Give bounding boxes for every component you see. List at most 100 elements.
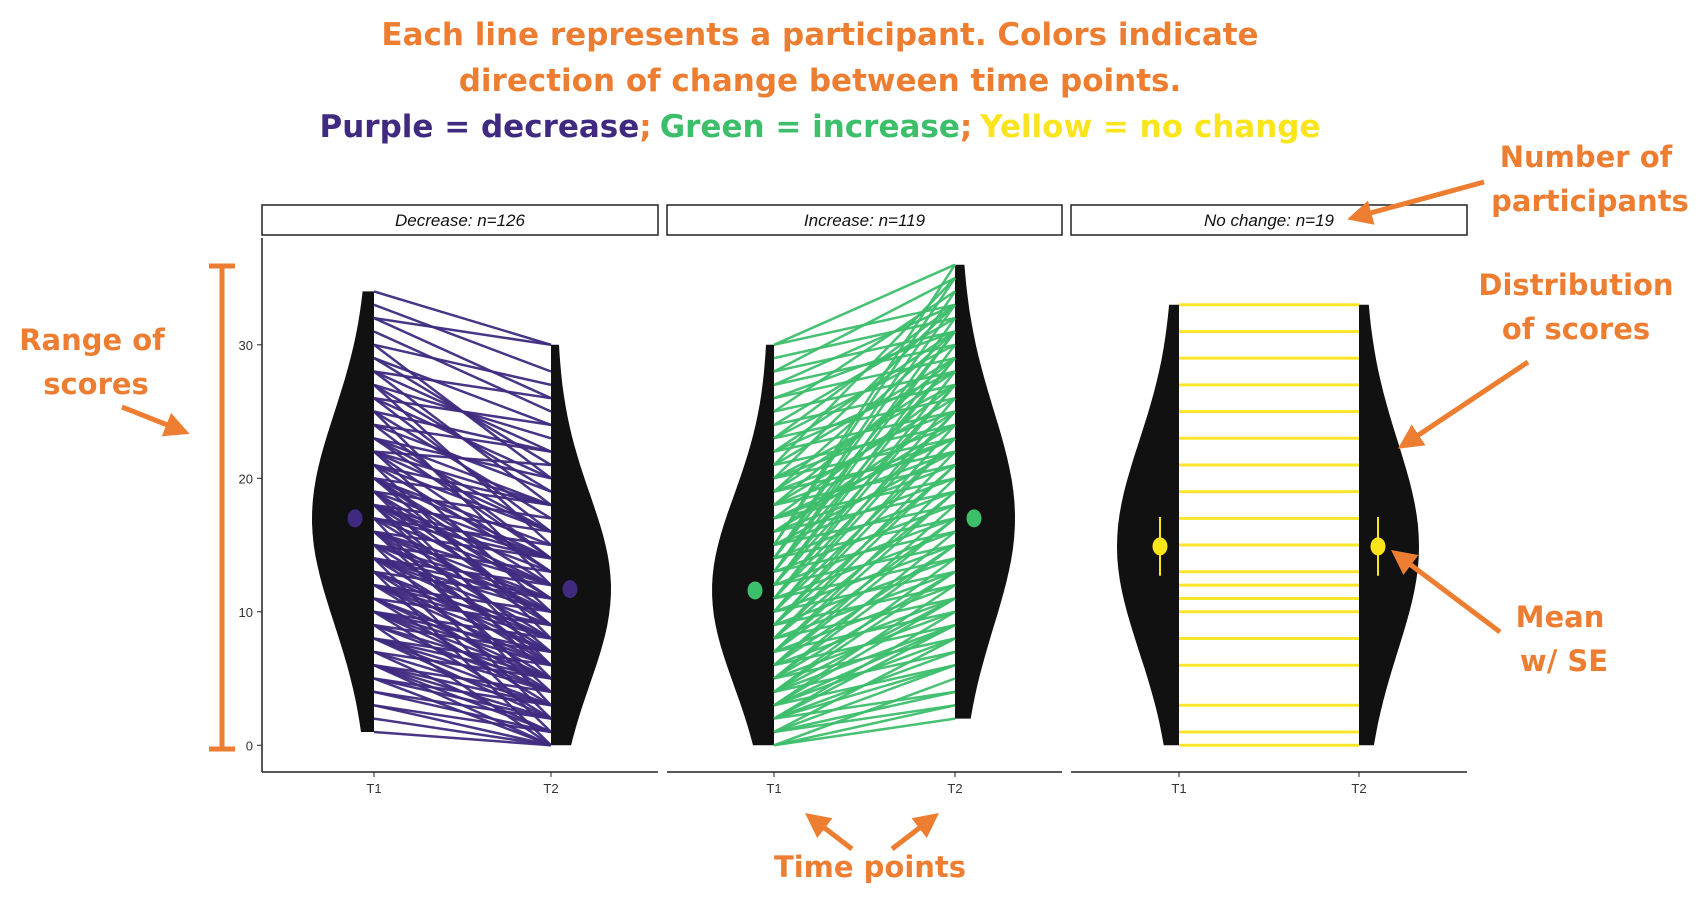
participant-line: [773, 316, 956, 360]
facet-strip-label: Increase: n=119: [804, 211, 926, 230]
participant-line: [373, 663, 552, 707]
x-tick-label: T2: [543, 781, 558, 796]
participant-line: [373, 704, 552, 734]
participant-line: [773, 704, 956, 747]
participant-line: [373, 437, 552, 507]
participant-line: [773, 664, 956, 734]
x-tick-label: T2: [1351, 781, 1366, 796]
participant-line: [773, 410, 956, 480]
facet-strip-label: Decrease: n=126: [395, 211, 525, 230]
participant-line: [773, 517, 956, 653]
participant-line: [773, 330, 956, 373]
participant-line: [373, 503, 552, 560]
range-bracket: [209, 263, 235, 752]
legend-separator: ;: [960, 109, 972, 145]
participant-line: [373, 730, 552, 747]
participant-line: [373, 690, 552, 734]
participant-line: [373, 383, 552, 493]
mean-label-line-2: w/ SE: [1520, 644, 1608, 678]
header-line-2: direction of change between time points.: [459, 63, 1182, 99]
header-legend: Purple = decrease; Green = increase; Yello…: [320, 109, 1321, 145]
legend-green: Green = increase: [660, 109, 960, 145]
x-tick-label: T1: [1171, 781, 1186, 796]
participant-line: [373, 637, 552, 720]
participant-line: [373, 343, 552, 387]
participant-line: [373, 450, 552, 507]
facet-strip: [1070, 204, 1468, 236]
mean-point: [1370, 537, 1386, 556]
participant-line: [773, 357, 956, 573]
facet-strip: [261, 204, 659, 236]
participant-line: [373, 677, 552, 720]
violin-t2: [955, 264, 1015, 719]
participant-line: [772, 277, 957, 546]
participant-line: [373, 356, 552, 427]
number-arrow: [1347, 179, 1485, 225]
y-tick-label: 10: [239, 605, 253, 620]
range-label-line-2: scores: [43, 367, 149, 401]
participant-line: [373, 330, 552, 413]
participant-line: [373, 450, 552, 573]
participant-line: [773, 623, 956, 720]
mean-point: [747, 581, 763, 600]
participant-line: [373, 637, 552, 680]
mean-label-line-1: Mean: [1516, 600, 1605, 634]
mean-point: [347, 509, 363, 528]
participant-line: [773, 610, 956, 680]
participant-line: [373, 583, 552, 667]
participant-line: [373, 477, 552, 627]
participant-line: [773, 543, 956, 680]
violin-t1: [1117, 304, 1179, 746]
participant-line: [773, 330, 956, 573]
participant-line: [373, 410, 552, 453]
participant-line: [773, 570, 956, 680]
participant-line: [373, 610, 552, 667]
participant-line: [773, 570, 956, 640]
header-line-1: Each line represents a participant. Colo…: [381, 17, 1258, 53]
participant-line: [773, 356, 956, 400]
participant-line: [773, 490, 956, 653]
participant-line: [373, 677, 552, 707]
participant-line: [373, 717, 552, 747]
participant-line: [773, 263, 956, 346]
participant-line: [773, 357, 956, 586]
mean-point: [562, 580, 578, 599]
participant-line: [373, 530, 552, 667]
participant-line: [773, 690, 956, 734]
participant-line: [773, 623, 956, 694]
participant-line: [373, 610, 552, 694]
participant-line: [773, 690, 956, 720]
participant-line: [373, 503, 552, 587]
participant-line: [773, 384, 956, 600]
participant-line: [772, 304, 957, 560]
distribution-label-line-1: Distribution: [1478, 268, 1673, 302]
participant-line: [773, 423, 956, 493]
range-arrow: [121, 404, 190, 437]
number-label-line-1: Number of: [1500, 140, 1673, 174]
participant-line: [773, 437, 956, 626]
participant-line: [373, 610, 552, 654]
participant-line: [373, 303, 552, 373]
participant-line: [773, 503, 956, 573]
participant-line: [773, 464, 956, 640]
participant-line: [773, 717, 956, 747]
participant-line: [373, 397, 552, 533]
participant-line: [373, 290, 552, 346]
time-points-label: Time points: [774, 850, 966, 884]
y-tick-label: 20: [239, 471, 253, 486]
participant-line: [773, 410, 956, 613]
participant-line: [773, 517, 956, 667]
x-tick-label: T2: [947, 781, 962, 796]
violin-t2: [1359, 304, 1419, 746]
participant-line: [773, 303, 956, 387]
participant-line: [373, 477, 552, 560]
participant-line: [773, 543, 956, 613]
range-label-line-1: Range of: [19, 323, 165, 357]
mean-arrow: [1391, 549, 1502, 634]
participant-line: [373, 316, 552, 400]
participant-line: [773, 463, 956, 533]
distribution-label-line-2: of scores: [1502, 312, 1650, 346]
distribution-arrow: [1397, 359, 1530, 449]
participant-line: [773, 330, 956, 453]
